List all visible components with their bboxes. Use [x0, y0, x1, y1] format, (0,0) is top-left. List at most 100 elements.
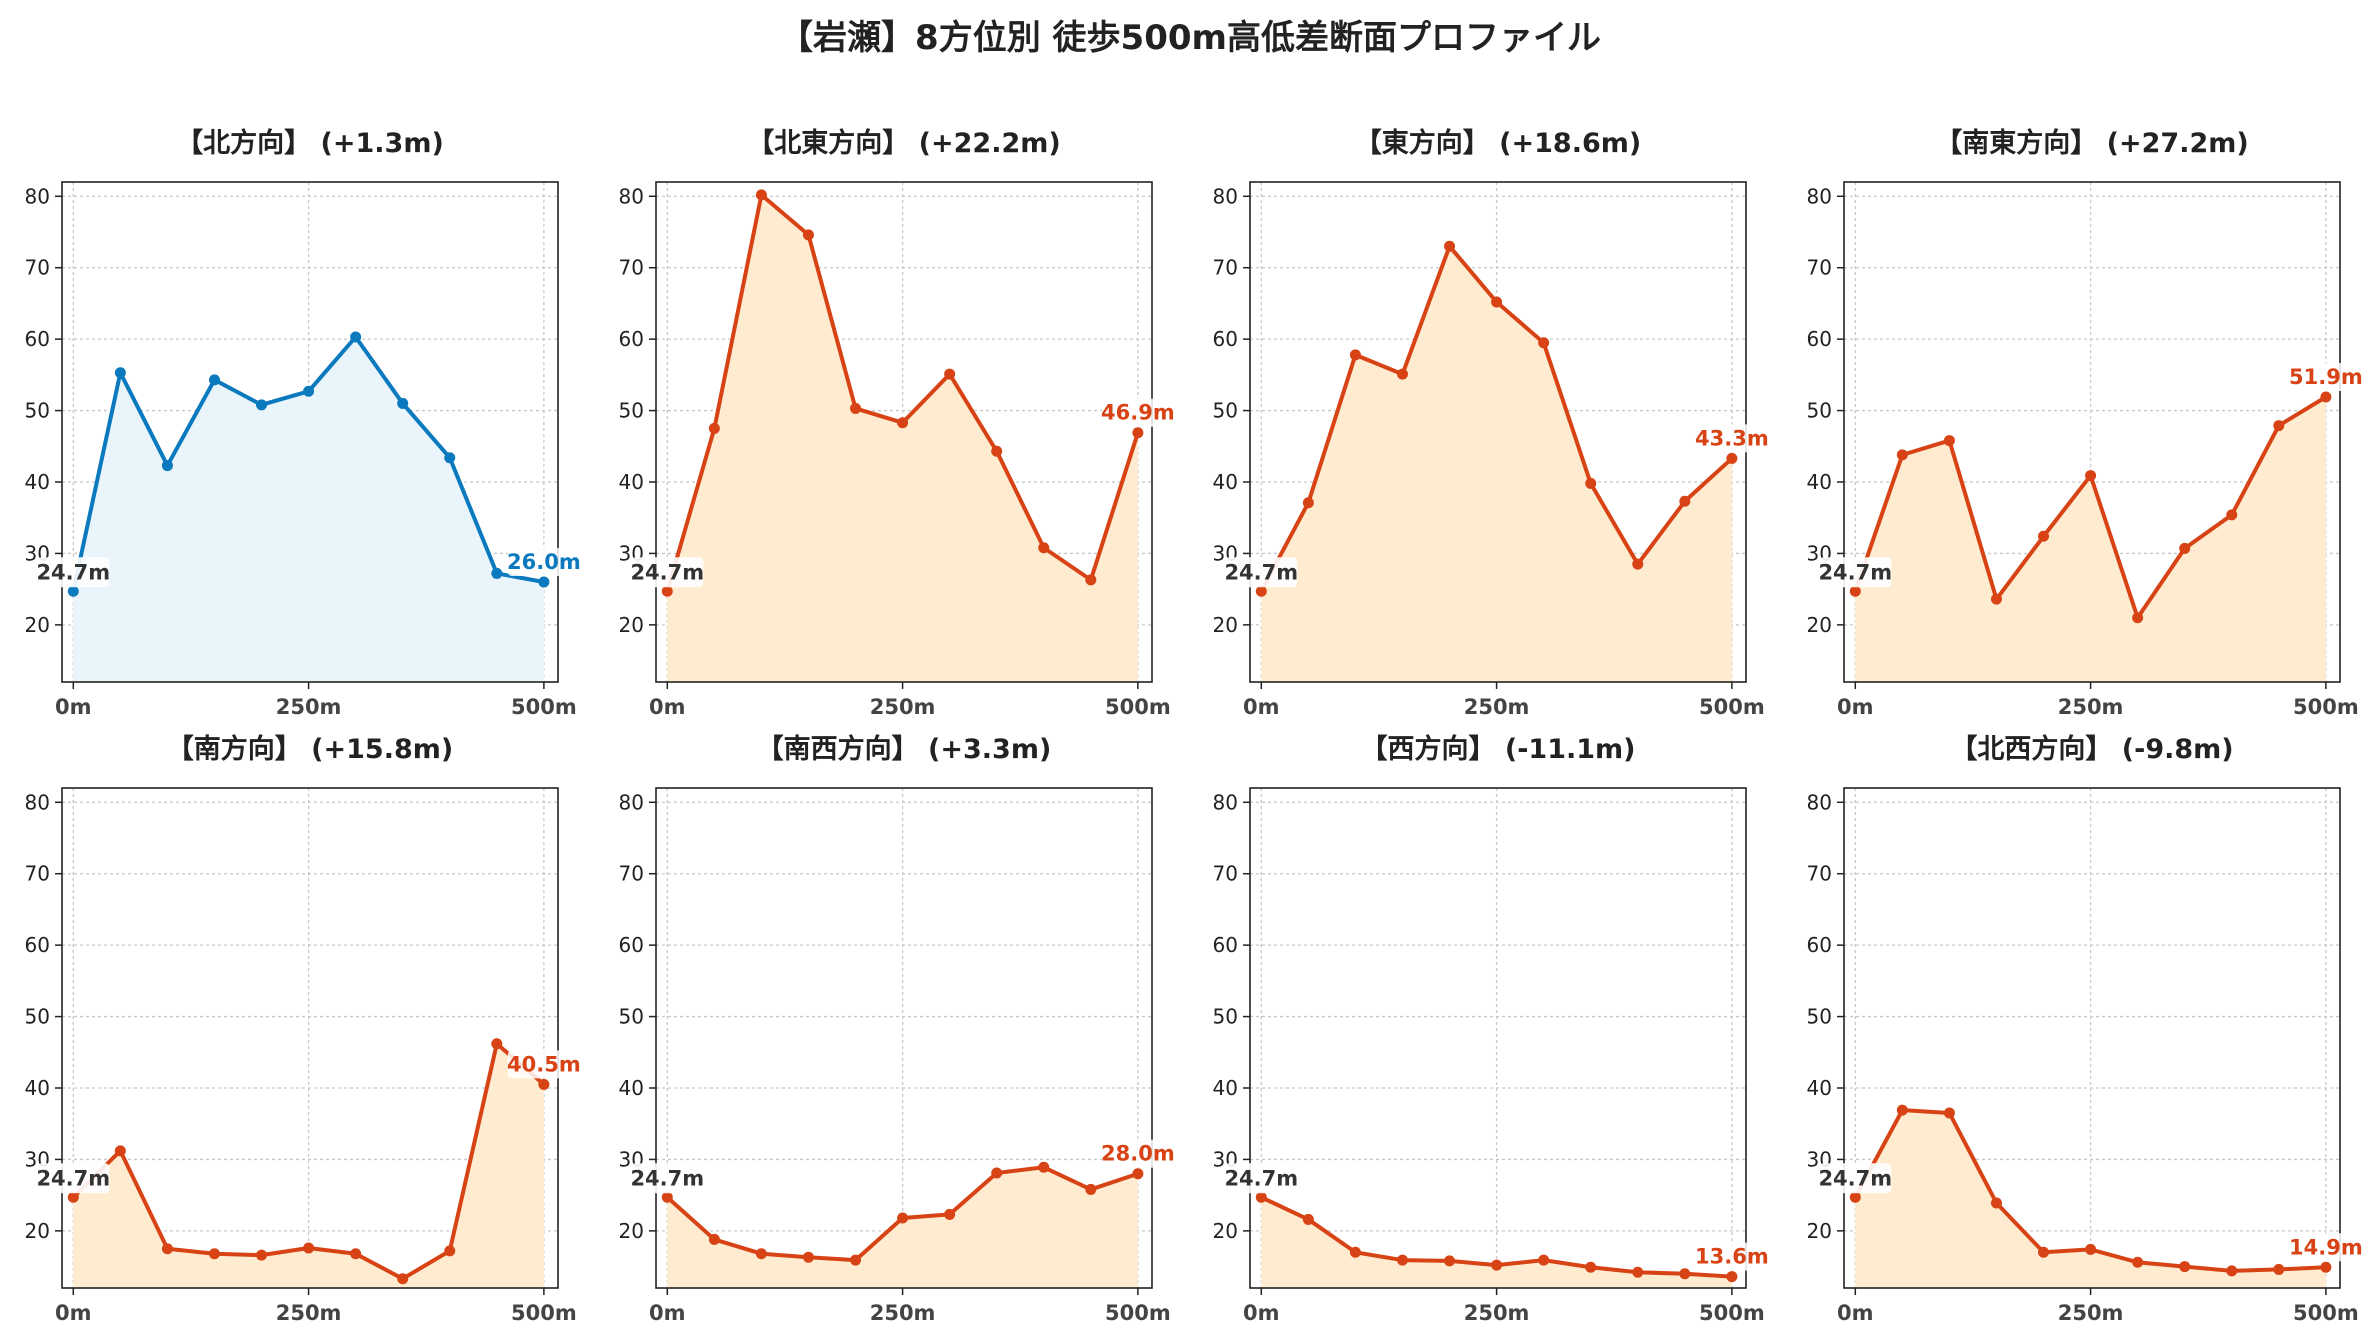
x-tick-label: 0m	[649, 1301, 686, 1325]
x-tick-label: 0m	[1837, 695, 1874, 719]
y-tick-label: 60	[619, 327, 644, 351]
x-tick-label: 500m	[2293, 1301, 2359, 1325]
y-tick-label: 70	[25, 256, 50, 280]
subplot-title: 【南方向】 (+15.8m)	[167, 733, 453, 765]
start-label-box	[1225, 1163, 1298, 1194]
data-point	[850, 402, 862, 414]
end-label: 51.9m	[2289, 363, 2363, 391]
end-label-text: 26.0m	[507, 550, 581, 574]
data-point	[161, 1243, 173, 1255]
data-point	[1679, 1268, 1691, 1280]
data-point	[991, 1167, 1003, 1179]
end-label-text: 46.9m	[1101, 401, 1175, 425]
y-tick-label: 20	[25, 613, 50, 637]
data-point	[897, 417, 909, 429]
y-tick-label: 60	[1807, 327, 1832, 351]
data-point	[755, 1248, 767, 1260]
data-point	[350, 1248, 362, 1260]
data-point	[1255, 1191, 1267, 1203]
data-point	[1896, 449, 1908, 461]
y-tick-label: 60	[1213, 933, 1238, 957]
y-tick-label: 20	[619, 1219, 644, 1243]
data-point	[1990, 593, 2002, 605]
elevation-area	[667, 1167, 1138, 1288]
data-point	[114, 367, 126, 379]
data-point	[755, 189, 767, 201]
y-tick-label: 80	[1213, 184, 1238, 208]
data-point	[850, 1254, 862, 1266]
axes-frame	[1843, 181, 2341, 683]
start-label-text: 24.7m	[36, 1166, 110, 1190]
data-point	[256, 1249, 268, 1261]
x-tick-label: 500m	[2293, 695, 2359, 719]
end-label-box	[2289, 363, 2362, 391]
data-point	[2273, 420, 2285, 432]
axes-frame	[655, 787, 1153, 1289]
data-point	[256, 399, 268, 411]
x-tick-label: 250m	[1464, 695, 1530, 719]
y-tick-label: 60	[1213, 327, 1238, 351]
data-point	[1085, 574, 1097, 586]
end-label-box	[1695, 1242, 1768, 1271]
start-label: 24.7m	[1818, 1163, 1892, 1194]
data-point	[2038, 530, 2050, 542]
y-tick-label: 50	[1213, 1005, 1238, 1029]
y-tick-label: 60	[25, 327, 50, 351]
start-label-text: 24.7m	[1818, 1166, 1892, 1190]
data-point	[538, 1078, 550, 1090]
data-point	[114, 1145, 126, 1157]
y-tick-label: 80	[25, 790, 50, 814]
x-tick-label: 500m	[511, 695, 577, 719]
y-tick-label: 20	[619, 613, 644, 637]
plot-area	[1250, 788, 1746, 1288]
data-point	[944, 368, 956, 380]
y-tick-label: 40	[1807, 1076, 1832, 1100]
end-label-box	[507, 1050, 580, 1079]
start-label-box	[1819, 557, 1892, 588]
axes-frame	[1249, 787, 1747, 1289]
start-label-text: 24.7m	[630, 560, 704, 584]
figure-title: 【岩瀬】8方位別 徒歩500m高低差断面プロファイル	[779, 18, 1601, 58]
y-tick-label: 40	[1213, 1076, 1238, 1100]
y-tick-label: 60	[1807, 933, 1832, 957]
data-point	[1491, 1259, 1503, 1271]
end-label: 46.9m	[1101, 398, 1175, 427]
y-tick-label: 70	[619, 862, 644, 886]
subplot-title: 【北西方向】 (-9.8m)	[1950, 733, 2233, 765]
end-label: 28.0m	[1101, 1139, 1175, 1168]
y-tick-label: 20	[1213, 613, 1238, 637]
y-tick-label: 40	[1213, 470, 1238, 494]
data-point	[1585, 477, 1597, 489]
data-point	[1349, 1246, 1361, 1258]
data-point	[397, 1273, 409, 1285]
elevation-area	[1855, 1110, 2326, 1288]
data-point	[2320, 1261, 2332, 1273]
axes-frame	[61, 787, 559, 1289]
end-label-text: 40.5m	[507, 1052, 581, 1076]
data-point	[350, 331, 362, 343]
subplot-title: 【南東方向】 (+27.2m)	[1935, 127, 2248, 159]
data-point	[802, 1251, 814, 1263]
x-tick-label: 0m	[1243, 1301, 1280, 1325]
axes-frame	[655, 181, 1153, 683]
data-point	[991, 445, 1003, 457]
x-tick-label: 250m	[2058, 695, 2124, 719]
x-tick-label: 0m	[1837, 1301, 1874, 1325]
data-point	[1726, 452, 1738, 464]
data-point	[397, 397, 409, 409]
end-label: 13.6m	[1695, 1242, 1769, 1271]
data-point	[161, 460, 173, 472]
data-point	[1038, 1161, 1050, 1173]
start-label: 24.7m	[630, 557, 704, 588]
y-tick-label: 50	[619, 399, 644, 423]
subplot-title: 【北東方向】 (+22.2m)	[747, 127, 1060, 159]
y-tick-label: 40	[619, 470, 644, 494]
data-point	[2226, 1265, 2238, 1277]
data-point	[444, 452, 456, 464]
data-point	[897, 1212, 909, 1224]
y-tick-label: 50	[1213, 399, 1238, 423]
y-tick-label: 40	[619, 1076, 644, 1100]
